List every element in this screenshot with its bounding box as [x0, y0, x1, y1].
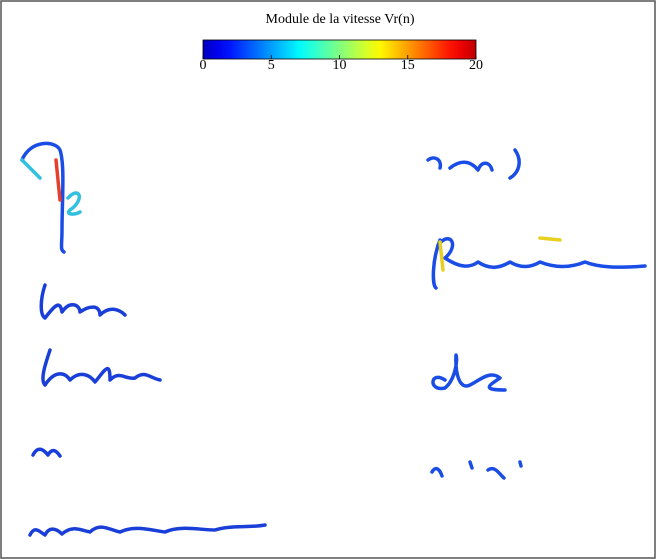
handwriting-stroke	[431, 237, 647, 290]
handwriting-stroke	[20, 158, 82, 216]
handwriting-stroke	[20, 141, 66, 254]
handwriting-stroke	[431, 353, 507, 392]
handwriting-stroke	[39, 283, 127, 320]
handwriting-stroke	[31, 447, 62, 458]
handwriting-stroke	[438, 236, 562, 272]
handwriting-stroke	[28, 523, 267, 537]
tick-label: 0	[200, 58, 207, 73]
handwriting-stroke	[426, 148, 521, 180]
tick-label: 15	[401, 58, 415, 73]
handwriting-stroke	[430, 460, 523, 480]
colorbar-title: Module de la vitesse Vr(n)	[266, 12, 415, 27]
handwriting-stroke	[41, 348, 162, 387]
handwriting	[20, 141, 647, 537]
tick-label: 5	[268, 58, 275, 73]
tick-label: 10	[333, 58, 347, 73]
tick-label: 20	[469, 58, 483, 73]
handwriting-stroke	[54, 158, 62, 202]
